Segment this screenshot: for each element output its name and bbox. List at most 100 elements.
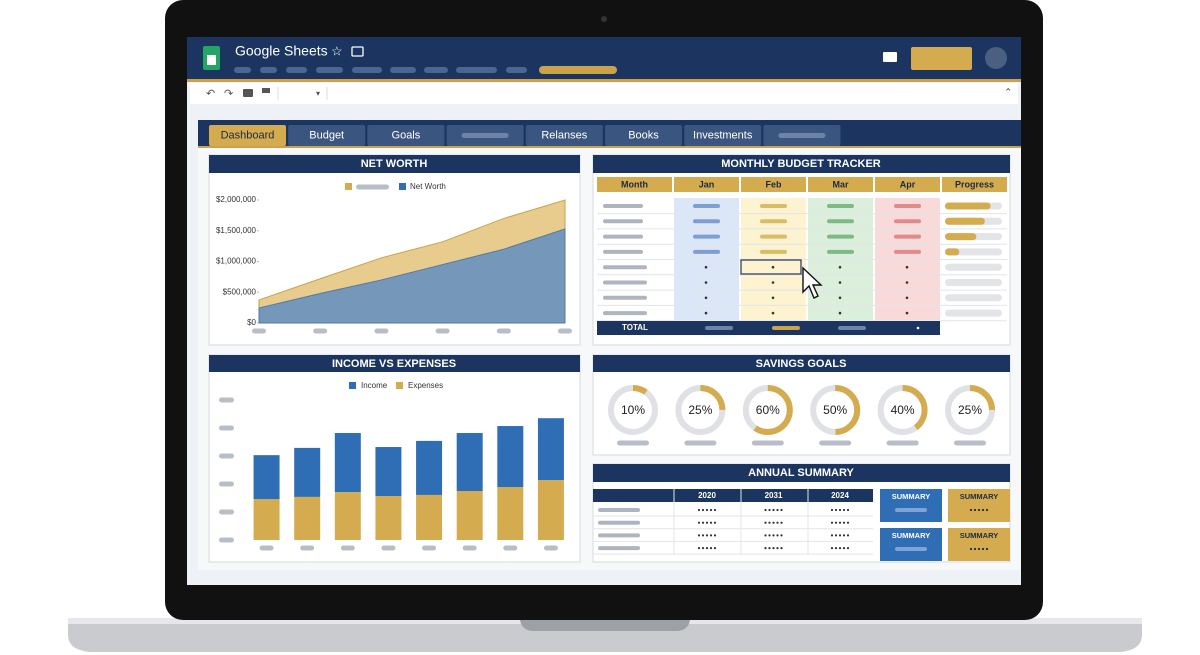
tab[interactable] <box>209 125 286 146</box>
star-icon[interactable]: ☆ <box>331 43 343 58</box>
donut-label: 25% <box>688 403 712 417</box>
progress-track <box>945 309 1002 317</box>
bar-segment <box>416 440 443 495</box>
placeholder <box>760 219 787 224</box>
placeholder <box>219 509 234 515</box>
dot <box>973 547 977 551</box>
placeholder <box>895 547 927 551</box>
dot <box>771 281 775 284</box>
placeholder <box>705 326 733 330</box>
dot <box>973 508 977 512</box>
placeholder <box>435 328 450 334</box>
summary-card <box>948 528 1010 561</box>
placeholder <box>760 204 787 208</box>
header-label: Mar <box>832 179 849 189</box>
dot <box>709 521 713 524</box>
legend-swatch <box>399 183 406 190</box>
tab[interactable] <box>367 125 445 146</box>
year-label: 2031 <box>765 491 783 500</box>
dot <box>772 521 775 524</box>
placeholder <box>219 537 234 543</box>
donut-arc <box>810 385 861 435</box>
donut-label: 60% <box>756 403 780 417</box>
dot <box>772 547 775 550</box>
dot <box>705 508 709 512</box>
bar-segment <box>253 455 280 500</box>
toolbar-icons: ↶ ↷ ▾ ⌃ <box>206 88 1012 100</box>
summary-card <box>948 489 1010 522</box>
summary-card <box>880 528 942 561</box>
header-label: Feb <box>765 179 782 189</box>
year-label: 2024 <box>831 491 849 500</box>
svg-text:↶: ↶ <box>206 88 215 100</box>
legend-label: Net Worth <box>410 182 446 191</box>
dot <box>977 508 981 512</box>
placeholder <box>598 520 640 525</box>
header-label: Month <box>621 179 648 189</box>
dot <box>768 534 771 537</box>
svg-text:⌃: ⌃ <box>1004 88 1012 99</box>
savings-panel: SAVINGS GOALS <box>592 354 1011 456</box>
placeholder <box>422 545 437 551</box>
placeholder <box>954 440 986 446</box>
donut-label: 10% <box>621 403 645 417</box>
placeholder <box>603 311 647 316</box>
donut-arc <box>945 385 995 435</box>
placeholder <box>462 545 477 551</box>
card-label: SUMMARY <box>960 492 998 501</box>
dot <box>780 534 783 537</box>
bar-segment <box>497 426 524 488</box>
dot <box>776 521 779 524</box>
app-title: Google Sheets <box>235 43 328 59</box>
progress-track <box>945 263 1002 271</box>
progress-bar <box>945 217 985 225</box>
progress-bar <box>945 202 991 210</box>
dot <box>780 547 783 550</box>
header-cell <box>942 177 1007 192</box>
tab[interactable] <box>525 125 603 146</box>
dot <box>713 547 717 550</box>
placeholder <box>772 326 800 330</box>
dot <box>834 547 838 550</box>
dot <box>764 547 767 550</box>
header-cell <box>741 177 806 192</box>
dot <box>697 547 701 550</box>
dot <box>771 311 775 315</box>
dot <box>838 311 842 315</box>
dot <box>830 521 834 524</box>
donut-label: 40% <box>891 403 915 417</box>
placeholder <box>374 328 389 334</box>
tab[interactable] <box>288 125 366 146</box>
dot <box>772 534 775 537</box>
laptop-base <box>68 620 1142 652</box>
tab[interactable] <box>605 125 682 146</box>
area <box>258 228 566 324</box>
placeholder <box>827 234 854 239</box>
total-row <box>597 321 940 335</box>
dot <box>846 547 850 550</box>
donut-arc <box>877 385 928 435</box>
progress-track <box>945 279 1002 286</box>
share-button[interactable] <box>911 47 972 70</box>
selected-cell <box>740 259 802 275</box>
bar-segment <box>456 491 483 540</box>
dot <box>697 521 701 524</box>
placeholder <box>381 545 396 551</box>
dot <box>709 547 713 550</box>
placeholder <box>219 425 234 431</box>
dot <box>838 534 842 537</box>
comment-icon[interactable] <box>883 52 897 62</box>
placeholder <box>838 326 866 330</box>
progress-track <box>945 294 1002 302</box>
progress-bar <box>945 248 960 256</box>
bar-segment <box>334 492 361 540</box>
avatar[interactable] <box>985 47 1007 69</box>
dot <box>697 534 701 537</box>
folder-icon[interactable] <box>351 46 364 57</box>
y-tick-label: $500,000 <box>223 287 257 296</box>
tab[interactable] <box>684 125 762 146</box>
tab-label: Investments <box>693 129 753 141</box>
dot <box>830 534 834 537</box>
dot <box>776 508 779 512</box>
dot <box>905 296 909 300</box>
